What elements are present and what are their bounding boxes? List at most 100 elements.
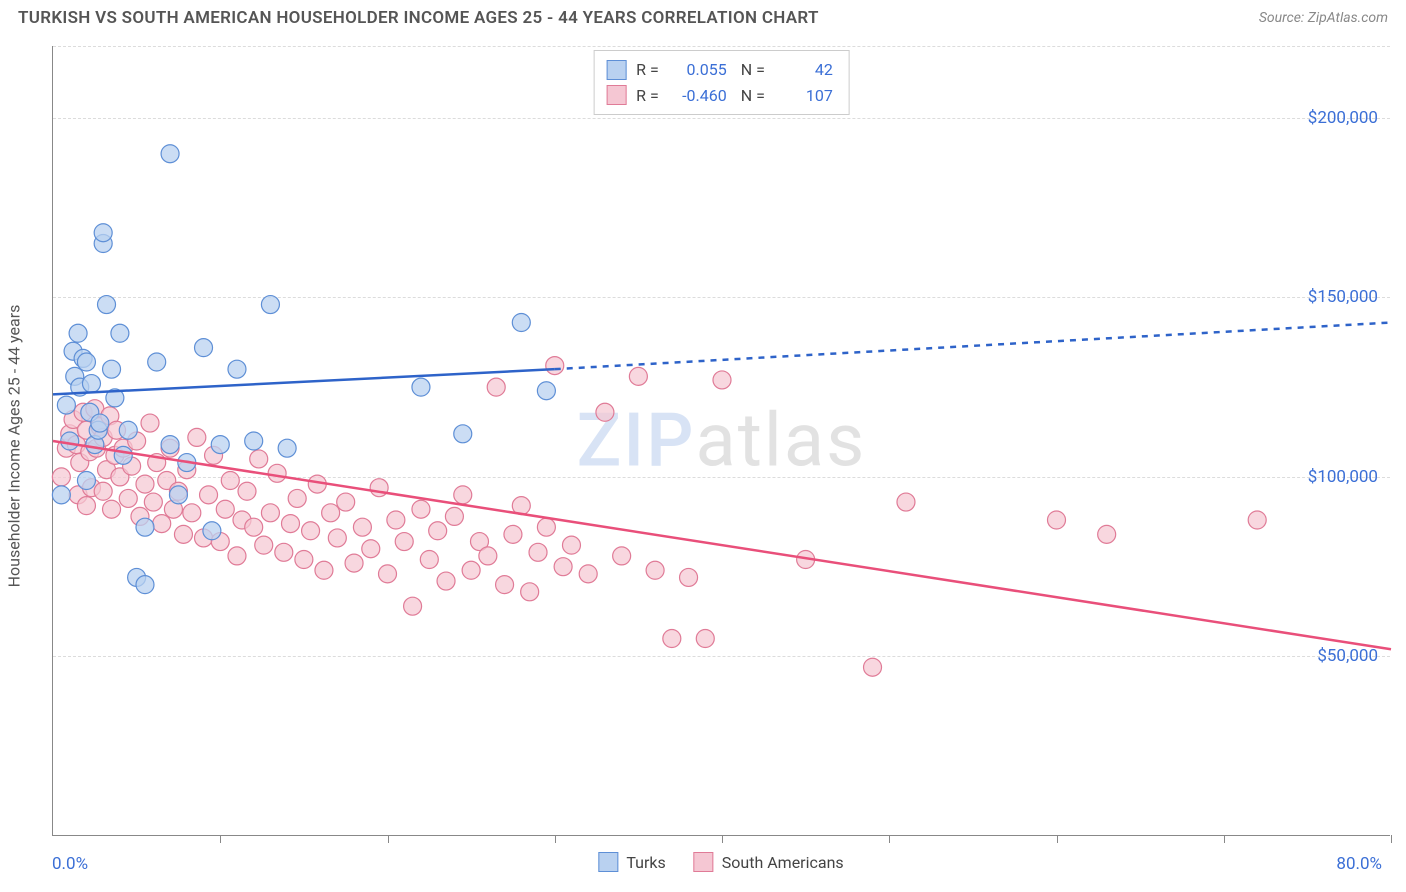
data-point [174,525,192,543]
data-point [487,378,505,396]
data-point [77,353,95,371]
data-point [245,432,263,450]
data-point [136,475,154,493]
stats-row-turks: R = 0.055 N = 42 [606,57,833,83]
data-point [579,565,597,583]
stats-r-label: R = [636,57,659,83]
data-point [268,464,286,482]
data-point [255,536,273,554]
data-point [713,371,731,389]
stats-row-sa: R = -0.460 N = 107 [606,83,833,109]
data-point [680,568,698,586]
data-point [61,432,79,450]
data-point [663,630,681,648]
x-tick [1391,835,1392,843]
data-point [315,561,333,579]
data-point [395,533,413,551]
data-point [238,482,256,500]
data-point [345,554,363,572]
stats-swatch-sa [606,85,626,105]
data-point [211,436,229,454]
data-point [119,421,137,439]
data-point [328,529,346,547]
data-point [203,522,221,540]
data-point [379,565,397,583]
data-point [504,525,522,543]
data-point [322,504,340,522]
data-point [696,630,714,648]
data-point [420,551,438,569]
data-point [200,486,218,504]
data-point [119,489,137,507]
data-point [169,486,187,504]
data-point [546,357,564,375]
data-point [228,360,246,378]
data-point [387,511,405,529]
stats-swatch-turks [606,60,626,80]
data-point [161,436,179,454]
y-axis-label: Householder Income Ages 25 - 44 years [5,305,24,588]
data-point [454,425,472,443]
data-point [529,543,547,561]
data-point [445,507,463,525]
data-point [1098,525,1116,543]
data-point [221,472,239,490]
data-point [462,561,480,579]
data-point [275,543,293,561]
data-point [629,367,647,385]
data-point [596,403,614,421]
data-point [77,472,95,490]
data-point [412,378,430,396]
data-point [1248,511,1266,529]
data-point [613,547,631,565]
stats-r-turks: 0.055 [669,57,727,83]
stats-r-label-2: R = [636,83,659,109]
data-point [353,518,371,536]
data-point [412,500,430,518]
chart-title: TURKISH VS SOUTH AMERICAN HOUSEHOLDER IN… [18,8,819,28]
data-point [897,493,915,511]
chart-svg [53,46,1390,835]
legend-swatch-turks [598,852,618,872]
data-point [216,500,234,518]
data-point [864,658,882,676]
data-point [537,382,555,400]
data-point [77,497,95,515]
data-point [141,414,159,432]
data-point [52,486,70,504]
stats-n-sa: 107 [775,83,833,109]
data-point [153,515,171,533]
data-point [103,360,121,378]
data-point [52,468,70,486]
data-point [103,500,121,518]
trend-line [53,441,1391,649]
data-point [537,518,555,536]
data-point [94,482,112,500]
trend-line [53,369,555,394]
data-point [479,547,497,565]
stats-r-sa: -0.460 [669,83,727,109]
data-point [454,486,472,504]
legend-item-sa: South Americans [694,852,844,872]
data-point [261,296,279,314]
data-point [281,515,299,533]
data-point [111,324,129,342]
stats-n-label: N = [737,57,765,83]
chart-source: Source: ZipAtlas.com [1259,10,1388,26]
data-point [278,439,296,457]
data-point [245,518,263,536]
stats-n-turks: 42 [775,57,833,83]
data-point [144,493,162,511]
data-point [261,504,279,522]
chart-header: TURKISH VS SOUTH AMERICAN HOUSEHOLDER IN… [0,0,1406,36]
data-point [94,224,112,242]
data-point [1048,511,1066,529]
x-axis-row: 0.0% Turks South Americans 80.0% [52,842,1390,886]
data-point [512,314,530,332]
data-point [136,576,154,594]
data-point [114,446,132,464]
data-point [228,547,246,565]
legend-label-turks: Turks [626,853,665,872]
data-point [295,551,313,569]
data-point [521,583,539,601]
